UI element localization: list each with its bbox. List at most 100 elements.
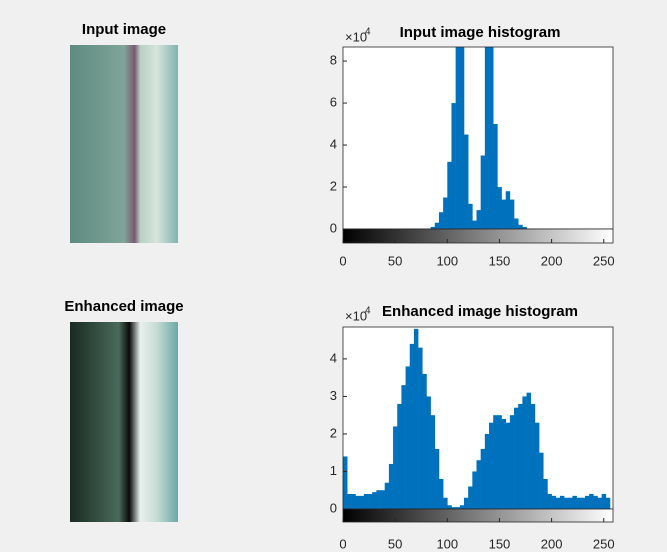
y-tick-label: 0	[330, 500, 337, 515]
bar	[347, 493, 352, 509]
bar	[572, 495, 577, 509]
y-tick-label: 8	[330, 53, 337, 68]
chart-title: Input image histogram	[400, 24, 561, 41]
x-tick-label: 200	[541, 536, 563, 551]
bar	[447, 505, 452, 509]
bar	[497, 187, 502, 229]
bar	[443, 497, 448, 509]
bar	[597, 497, 602, 509]
bar	[451, 103, 456, 229]
bar	[539, 452, 544, 509]
bar	[413, 328, 419, 509]
bar	[568, 497, 573, 509]
y-scale-exponent: 4	[365, 306, 371, 317]
bar	[522, 396, 527, 509]
bar	[489, 47, 494, 229]
bar	[493, 124, 498, 229]
bar	[547, 493, 552, 509]
bar	[422, 373, 427, 509]
input-image	[70, 45, 178, 243]
y-tick-label: 2	[330, 178, 337, 193]
bar	[497, 415, 502, 509]
y-tick-label: 2	[330, 425, 337, 440]
bar	[447, 161, 452, 229]
image-title: Input image	[82, 21, 166, 38]
bar	[480, 155, 486, 229]
bars	[343, 328, 611, 509]
y-tick-label: 3	[330, 388, 337, 403]
bar	[518, 224, 523, 229]
x-tick-label: 0	[339, 536, 346, 551]
bar	[551, 495, 557, 509]
x-tick-label: 200	[541, 253, 563, 268]
bar	[384, 482, 390, 509]
x-tick-label: 50	[388, 253, 402, 268]
y-tick-label: 1	[330, 463, 337, 478]
bar	[355, 495, 360, 509]
bar	[501, 418, 507, 509]
bar	[484, 433, 490, 509]
bar	[376, 490, 381, 509]
bar	[514, 407, 519, 509]
bar	[580, 497, 586, 509]
bar	[388, 463, 394, 509]
bar	[459, 47, 465, 229]
bar	[463, 497, 469, 509]
x-tick-label: 50	[388, 536, 402, 551]
bar	[501, 199, 507, 229]
bar	[505, 422, 511, 509]
bar	[363, 493, 369, 509]
bar	[401, 385, 406, 509]
y-tick-label: 4	[330, 136, 337, 151]
bar	[543, 478, 548, 509]
x-tick-label: 100	[436, 253, 458, 268]
bar	[409, 343, 415, 509]
bar	[534, 422, 540, 509]
x-tick-label: 150	[489, 536, 511, 551]
x-tick-label: 100	[436, 536, 458, 551]
bar	[455, 47, 461, 229]
bar	[526, 392, 532, 509]
bar	[484, 47, 490, 229]
bar	[380, 490, 386, 509]
y-tick-label: 4	[330, 350, 337, 365]
bar	[601, 493, 607, 509]
bar	[459, 505, 465, 509]
bar	[576, 497, 582, 509]
bar	[393, 426, 398, 509]
bars	[430, 47, 527, 229]
bar	[472, 471, 477, 509]
bar	[522, 226, 527, 229]
bar	[518, 403, 523, 509]
bar	[514, 218, 519, 229]
bar	[493, 415, 498, 509]
bar	[589, 493, 594, 509]
bar	[472, 220, 477, 229]
y-tick-label: 0	[330, 220, 337, 235]
bar	[368, 493, 373, 509]
bar	[438, 478, 444, 509]
x-tick-label: 250	[593, 253, 615, 268]
bar	[564, 497, 569, 509]
enhanced-image	[70, 322, 178, 522]
x-tick-label: 250	[593, 536, 615, 551]
y-scale-exponent: 4	[365, 27, 371, 38]
bar	[489, 422, 494, 509]
bar	[343, 456, 348, 509]
y-tick-label: 6	[330, 94, 337, 109]
bar	[509, 415, 515, 509]
colorbar	[342, 228, 614, 244]
bar	[434, 448, 440, 509]
bar	[476, 210, 481, 229]
bar	[426, 396, 431, 509]
bar	[468, 203, 473, 229]
bar	[438, 212, 444, 229]
bar	[584, 495, 590, 509]
bar	[480, 448, 486, 509]
bar	[530, 403, 536, 509]
bar	[455, 507, 461, 509]
bar	[418, 347, 423, 509]
chart-title: Enhanced image histogram	[382, 303, 578, 320]
